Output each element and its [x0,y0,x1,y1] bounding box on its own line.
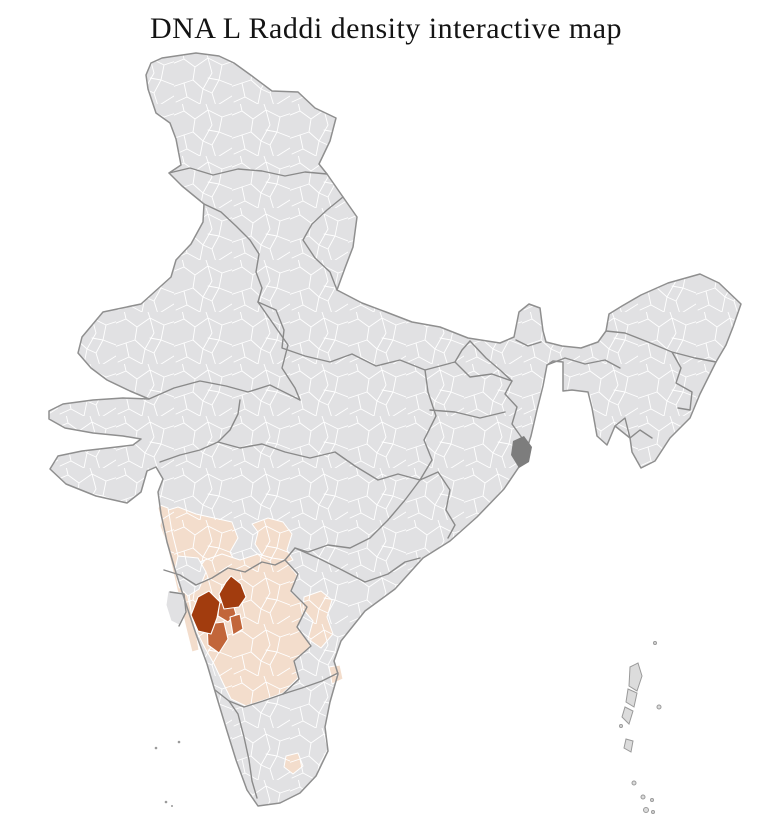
state-border-line [168,167,328,177]
state-border-line [148,380,301,401]
island[interactable] [164,800,168,804]
island[interactable] [656,704,662,710]
state-border-line [257,301,301,401]
island[interactable] [621,706,634,725]
andaman-nicobar-islands [619,641,662,814]
high-density-districts [190,575,247,635]
state-border-line [419,471,456,539]
district-region-mid[interactable] [229,613,244,636]
district-region-high[interactable] [190,590,221,635]
lakshadweep-islands [154,740,181,807]
state-border-line [294,547,421,583]
sundarbans-delta[interactable] [511,436,532,468]
state-border-line [605,330,717,363]
state-border-line [429,409,506,419]
island[interactable] [619,724,623,728]
island[interactable] [640,794,646,800]
state-border-line [469,340,513,382]
state-border-line [302,196,344,291]
island[interactable] [628,662,643,692]
island[interactable] [625,688,638,708]
state-border-line [282,559,312,695]
island[interactable] [177,740,181,744]
state-border-line [671,351,693,411]
island[interactable] [650,798,654,802]
island[interactable] [653,641,657,645]
island[interactable] [171,805,173,807]
state-border-line [217,441,421,481]
district-region-high[interactable] [218,575,247,610]
map-title: DNA L Raddi density interactive map [149,12,623,45]
state-border-line [454,361,523,439]
district-texture [49,53,741,806]
state-borders [148,167,717,799]
island[interactable] [631,780,637,786]
state-border-line [214,689,284,708]
state-border-line [419,369,437,481]
state-border-line [163,559,286,586]
state-border-line [454,340,471,363]
state-border-line [203,203,263,303]
island[interactable] [154,746,158,750]
state-border-line [282,672,339,695]
state-border-line [515,339,542,347]
island[interactable] [643,807,649,813]
island[interactable] [651,810,655,814]
state-border-line [546,357,621,369]
island[interactable] [623,738,634,753]
state-border-line [257,301,456,371]
state-border-line [228,700,258,799]
